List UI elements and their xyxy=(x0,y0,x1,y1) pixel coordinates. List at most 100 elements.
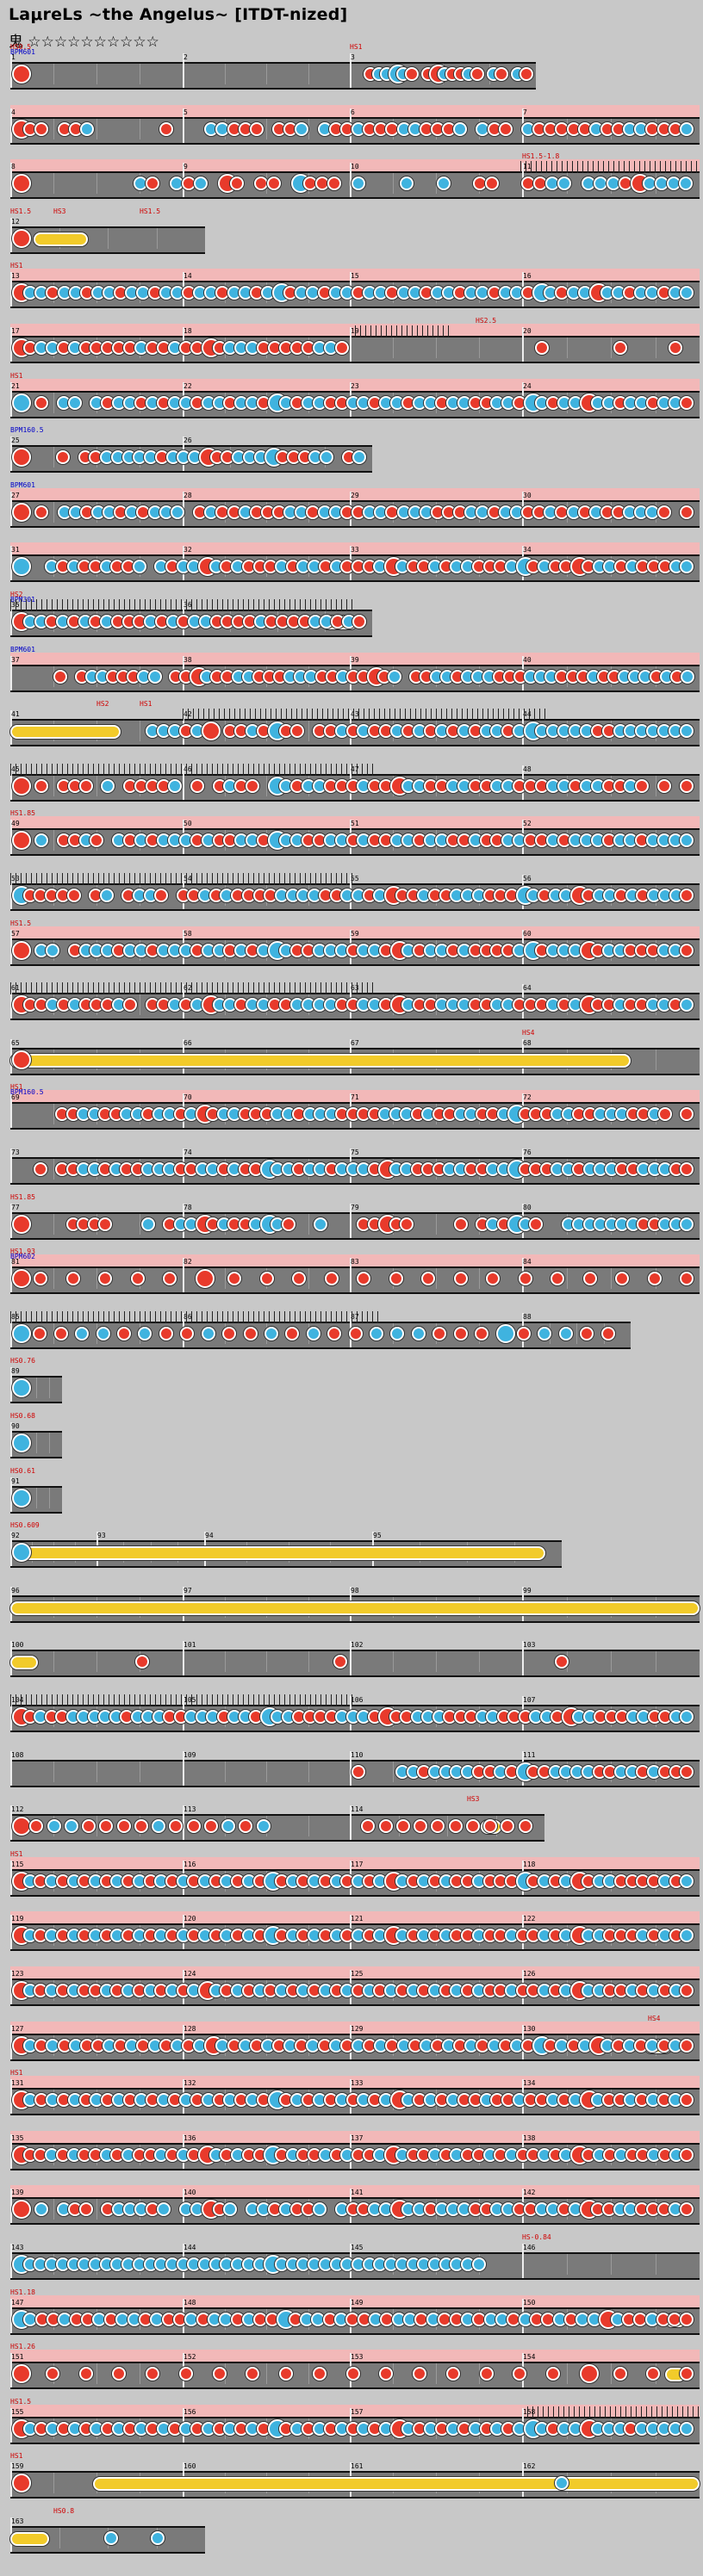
speed-change-tick xyxy=(341,599,342,611)
speed-change-tick xyxy=(594,2406,595,2418)
measure-number: 18 xyxy=(184,327,192,335)
beat-line xyxy=(96,173,97,195)
measure-number: 161 xyxy=(351,2462,364,2471)
speed-change-tick xyxy=(675,161,676,174)
speed-change-tick xyxy=(160,1310,161,1323)
measure-number: 109 xyxy=(184,1750,196,1759)
measure-number: 41 xyxy=(11,710,20,719)
speed-change-tick xyxy=(186,982,187,995)
speed-change-tick xyxy=(641,2406,642,2418)
don-note xyxy=(679,505,694,519)
speed-change-tick xyxy=(217,763,218,776)
measure-number: 127 xyxy=(11,2024,24,2033)
speed-change-tick xyxy=(477,709,478,721)
ka-note xyxy=(680,724,694,739)
speed-change-tick xyxy=(93,1310,94,1323)
speed-change-tick xyxy=(176,599,177,611)
speed-change-tick xyxy=(289,982,290,995)
measure-number: 94 xyxy=(205,1532,214,1540)
speed-change-tick xyxy=(207,1694,208,1706)
don-note xyxy=(45,2367,59,2381)
speed-change-tick xyxy=(532,2406,533,2418)
speed-change-tick xyxy=(370,325,371,337)
beat-line xyxy=(576,1322,577,1344)
measure-number: 123 xyxy=(11,1970,24,1978)
speed-change-tick xyxy=(289,873,290,885)
measure-number: 1 xyxy=(11,53,16,61)
speed-change-tick xyxy=(119,599,120,611)
speed-change-tick xyxy=(238,873,239,885)
speed-change-tick xyxy=(582,161,583,174)
speed-change-tick xyxy=(248,599,249,611)
beat-line xyxy=(53,392,54,413)
beat-line xyxy=(96,2199,97,2220)
speed-change-tick xyxy=(412,325,413,337)
measure-number: 125 xyxy=(351,1970,364,1978)
big-don-note xyxy=(12,65,31,84)
speed-change-tick xyxy=(26,982,27,995)
measure-line xyxy=(350,327,352,362)
speed-change-tick xyxy=(93,1694,94,1706)
bpm-change-label: BPM160.5 xyxy=(10,1088,44,1097)
speed-change-tick xyxy=(243,599,244,611)
speed-change-tick xyxy=(191,982,192,995)
ka-note xyxy=(352,176,365,191)
speed-change-tick xyxy=(196,599,197,611)
measure-number: 90 xyxy=(11,1422,20,1430)
speed-change-tick xyxy=(289,599,290,611)
speed-change-tick xyxy=(300,763,301,776)
speed-change-tick xyxy=(134,1310,135,1323)
speed-change-tick xyxy=(386,325,387,337)
speed-change-tick xyxy=(238,1310,239,1323)
speed-change-tick xyxy=(196,873,197,885)
big-don-note xyxy=(12,831,31,851)
don-note xyxy=(312,2367,327,2381)
speed-change-tick xyxy=(103,982,104,995)
chart-row: 123 124 125 126 xyxy=(10,1966,700,2006)
beat-line xyxy=(436,2363,437,2385)
measure-number: 150 xyxy=(523,2298,536,2307)
don-note xyxy=(186,1819,201,1834)
ka-note xyxy=(147,669,162,684)
speed-change-tick xyxy=(10,1694,11,1706)
speed-change-tick xyxy=(360,325,361,337)
speed-change-tick xyxy=(21,599,22,611)
speed-change-tick xyxy=(207,763,208,776)
speed-change-tick xyxy=(427,325,428,337)
speed-change-tick xyxy=(52,982,53,995)
measure-number: 38 xyxy=(184,655,192,664)
speed-change-tick xyxy=(274,599,275,611)
measure-line xyxy=(10,53,12,88)
speed-change-tick xyxy=(284,1310,285,1323)
don-note xyxy=(243,1326,258,1341)
chart-row: 37 38 39 40 BPM601 xyxy=(10,646,700,692)
speed-change-tick xyxy=(196,1694,197,1706)
chart-row: 27 28 29 30 BPM601 xyxy=(10,481,700,528)
measure-number: 129 xyxy=(351,2024,364,2033)
speed-change-tick xyxy=(52,599,53,611)
speed-change-tick xyxy=(227,763,228,776)
don-note xyxy=(400,1217,414,1231)
speed-change-tick xyxy=(41,763,42,776)
speed-change-tick xyxy=(513,709,514,721)
speed-change-tick xyxy=(134,599,135,611)
speed-change-tick xyxy=(279,763,280,776)
speed-change-tick xyxy=(656,2406,657,2418)
speed-change-tick xyxy=(391,325,392,337)
speed-change-tick xyxy=(67,1694,68,1706)
speed-change-tick xyxy=(217,1310,218,1323)
speed-change-tick xyxy=(284,599,285,611)
chart-row: 41 42 43 44 HS2 HS1 xyxy=(10,700,700,747)
measure-line xyxy=(10,820,12,855)
speed-change-tick xyxy=(36,599,37,611)
don-note xyxy=(324,1272,339,1286)
ka-note xyxy=(320,450,333,465)
measure-number: 40 xyxy=(523,655,532,664)
bpm-change-label: BPM160.5 xyxy=(10,426,44,435)
measure-number: 24 xyxy=(523,381,532,390)
measure-number: 120 xyxy=(184,1915,196,1923)
measure-number: 59 xyxy=(351,929,359,938)
don-note xyxy=(159,121,173,136)
ka-note xyxy=(557,176,572,191)
speed-change-tick xyxy=(72,599,73,611)
